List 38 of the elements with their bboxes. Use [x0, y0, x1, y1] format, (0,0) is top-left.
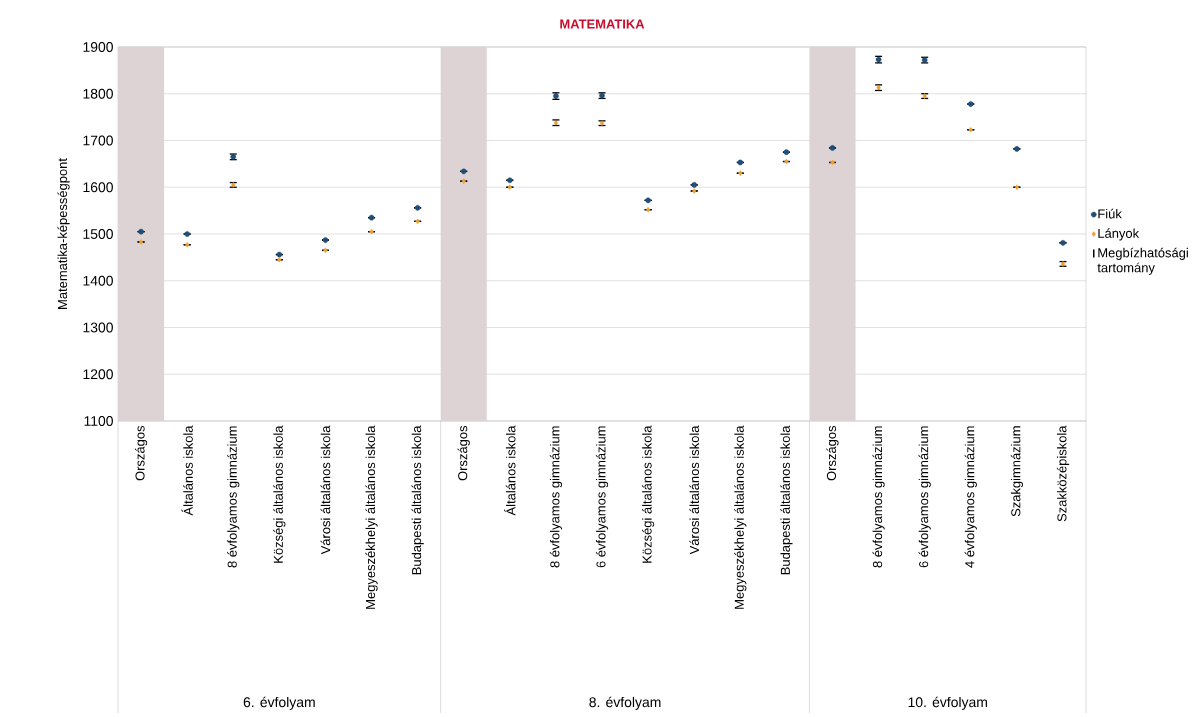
x-tick-label: Megyeszékhelyi általános iskola: [734, 425, 747, 609]
y-tick-label: 1900: [83, 42, 113, 52]
x-tick-label: 8 évfolyamos gimnázium: [227, 426, 240, 568]
x-tick-label: Országos: [457, 425, 470, 481]
x-tick-label: Budapesti általános iskola: [780, 425, 793, 575]
x-tick-label: Községi általános iskola: [273, 425, 286, 563]
x-tick-label: Országos: [826, 425, 839, 481]
x-tick-label: Általános iskola: [504, 425, 516, 516]
x-tick-label: Budapesti általános iskola: [411, 425, 424, 575]
y-tick-label: 1100: [84, 416, 113, 426]
y-tick-label: 1200: [83, 369, 113, 380]
x-tick-label: 4 évfolyamos gimnázium: [964, 426, 977, 568]
text: Megbízhatósági tartomány: [1097, 247, 1188, 275]
x-tick-label: Szakgimnázium: [1010, 426, 1023, 517]
x-tick-label: 6 évfolyamos gimnázium: [595, 426, 609, 568]
y-tick-label: 1400: [83, 275, 113, 286]
text: 8. évfolyam: [589, 696, 661, 710]
x-tick-label: Általános iskola: [181, 425, 193, 516]
y-axis-title: Matematika-képességpont: [57, 158, 70, 309]
y-tick-label: 1300: [83, 322, 113, 333]
text: 10. évfolyam: [908, 696, 987, 710]
x-tick-label: 8 évfolyamos gimnázium: [549, 426, 563, 568]
legend-label: Fiúk: [1098, 208, 1122, 219]
legend-label: Lányok: [1098, 228, 1140, 241]
y-tick-label: 1600: [83, 182, 113, 193]
x-tick-label: 8 évfolyamos gimnázium: [872, 426, 885, 568]
x-tick-label: Országos: [134, 425, 148, 481]
y-tick-label: 1800: [83, 88, 113, 99]
x-tick-label: Városi általános iskola: [320, 425, 331, 555]
y-tick-label: 1700: [83, 135, 113, 146]
x-tick-label: 6 évfolyamos gimnázium: [918, 426, 931, 568]
x-tick-label: Megyeszékhelyi általános iskola: [365, 425, 378, 609]
text: 6. évfolyam: [243, 696, 315, 710]
x-tick-label: Szakközépiskola: [1056, 425, 1070, 522]
chart-title: MATEMATIKA: [560, 19, 645, 29]
x-tick-label: Városi általános iskola: [689, 425, 700, 555]
x-tick-label: Községi általános iskola: [642, 425, 655, 563]
y-tick-label: 1500: [83, 229, 113, 239]
